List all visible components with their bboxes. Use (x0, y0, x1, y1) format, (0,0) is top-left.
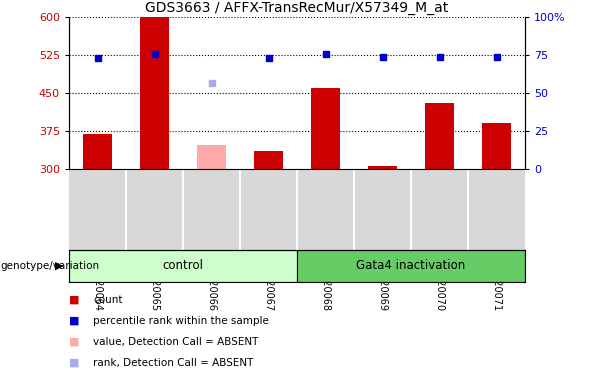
Bar (83, 134, 112, 169)
Bar (297, 250, 525, 282)
Text: ■: ■ (69, 337, 79, 347)
Bar (425, 103, 454, 169)
Text: ▶: ▶ (55, 261, 63, 271)
Text: Gata4 inactivation: Gata4 inactivation (356, 260, 466, 272)
Bar (311, 88, 340, 169)
Bar (254, 151, 283, 169)
Bar (197, 145, 226, 169)
Bar (368, 166, 397, 169)
Text: ■: ■ (69, 316, 79, 326)
Bar (69, 250, 297, 282)
Text: percentile rank within the sample: percentile rank within the sample (93, 316, 269, 326)
Text: ■: ■ (69, 358, 79, 368)
Title: GDS3663 / AFFX-TransRecMur/X57349_M_at: GDS3663 / AFFX-TransRecMur/X57349_M_at (145, 1, 449, 15)
Text: control: control (163, 260, 203, 272)
Text: genotype/variation: genotype/variation (1, 261, 100, 271)
Text: ■: ■ (69, 295, 79, 305)
Bar (140, 17, 169, 169)
Text: rank, Detection Call = ABSENT: rank, Detection Call = ABSENT (93, 358, 253, 368)
Bar (482, 123, 511, 169)
Text: count: count (93, 295, 122, 305)
Text: value, Detection Call = ABSENT: value, Detection Call = ABSENT (93, 337, 259, 347)
